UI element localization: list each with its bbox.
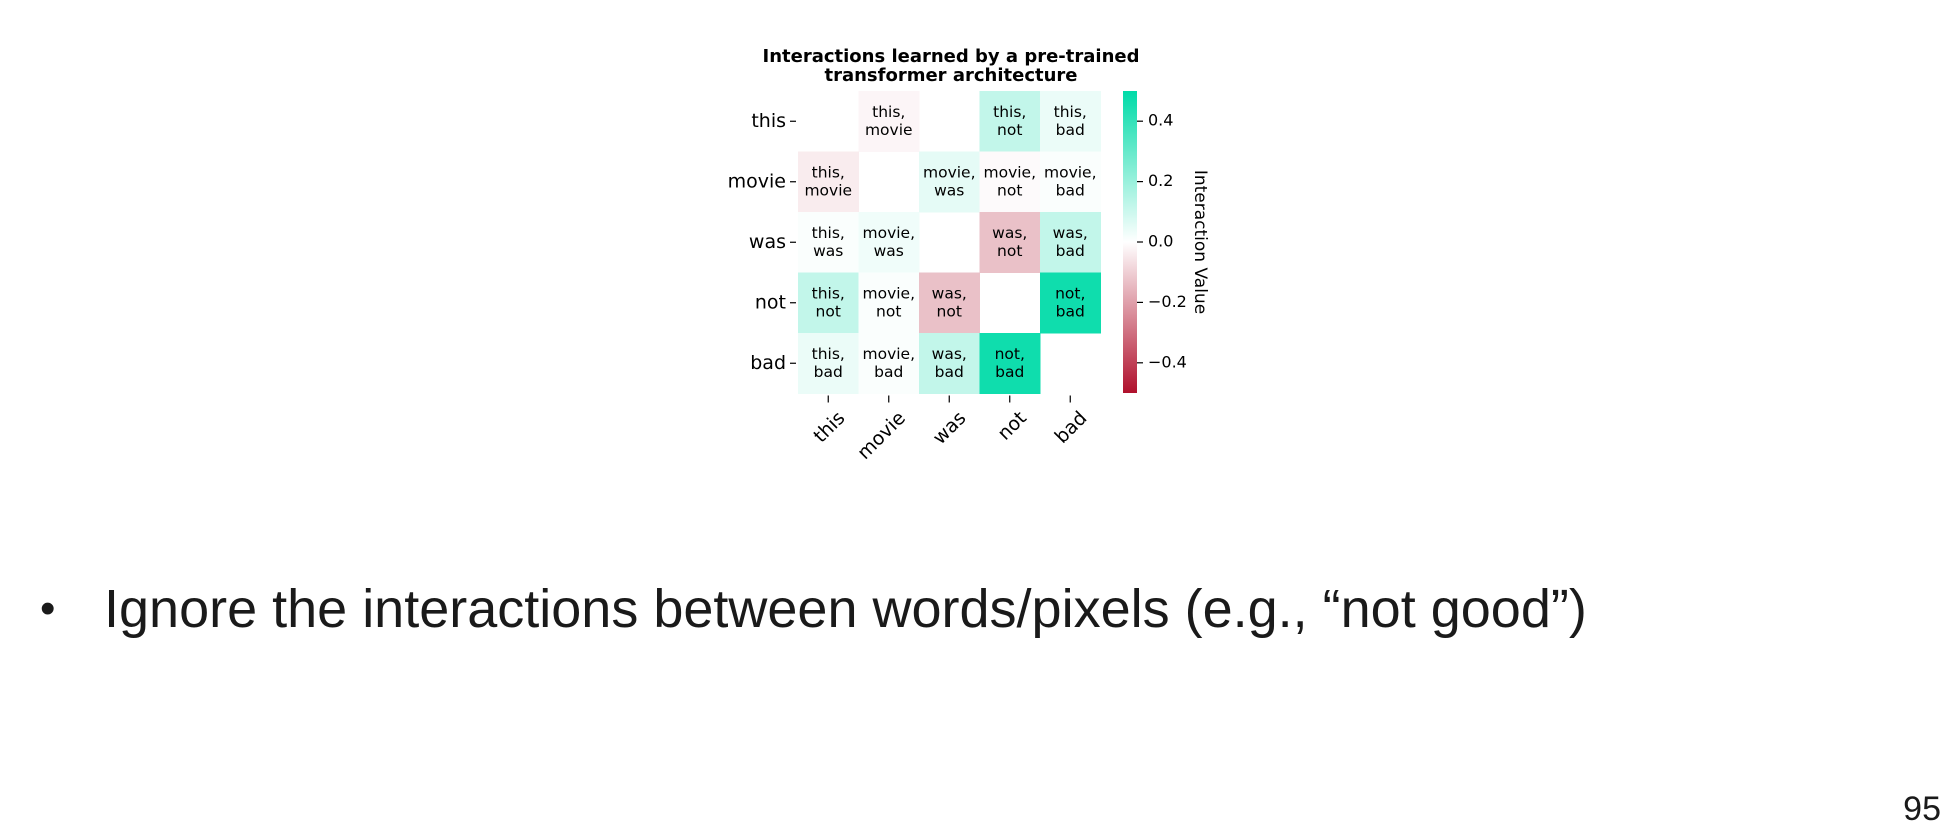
heatmap-cell-label: not [997,181,1022,199]
heatmap-cell [1040,272,1101,334]
colorbar-tick-label: −0.2 [1148,292,1187,311]
heatmap-cell [1040,212,1101,273]
heatmap-cell-label: not [997,121,1022,139]
heatmap-cell [858,212,920,273]
heatmap-cell [858,333,920,394]
heatmap-cell-label: movie, [1044,163,1097,181]
colorbar-label: Interaction Value [1190,170,1210,314]
heatmap-cell [979,333,1041,394]
row-tick-label: not [755,291,786,313]
heatmap-cell [979,91,1041,152]
heatmap-cell-label: this, [872,103,905,121]
page-number: 95 [1903,790,1941,828]
colorbar-tick-label: 0.2 [1148,171,1173,190]
heatmap-cell-label: bad [1056,181,1085,199]
heatmap-cell [919,333,980,394]
column-tick-label: not [993,407,1031,445]
heatmap-cell-label: this, [812,284,845,302]
colorbar-ticks: 0.4 0.2 0.0 −0.2 −0.4 [1137,111,1187,371]
heatmap-cell-label: not [997,242,1022,260]
heatmap-cell-label: this, [1054,103,1087,121]
heatmap-cell-label: not, [1055,284,1085,302]
heatmap-cell-label: this, [812,345,845,363]
row-tick-label: movie [728,170,786,192]
heatmap-cell [798,212,859,273]
heatmap-cell-label: this, [812,224,845,242]
row-tick-labels: this movie was not bad [728,110,796,374]
heatmap-cell-label: movie, [862,284,915,302]
heatmap-cell [798,272,859,334]
bullet-text: Ignore the interactions between words/pi… [104,579,1587,639]
colorbar-tick-label: 0.0 [1148,232,1173,251]
heatmap-cell [979,151,1041,213]
heatmap-cell-label: movie, [983,163,1036,181]
heatmap-cell-label: bad [1056,242,1085,260]
heatmap-cell [1040,151,1101,213]
bullet-point: • Ignore the interactions between words/… [40,578,1587,640]
column-tick-label: was [929,407,971,449]
column-tick-label: movie [853,407,910,464]
bullet-symbol: • [40,584,56,633]
heatmap-cell-label: this, [993,103,1026,121]
heatmap-cell [798,151,859,213]
heatmap-cell-label: movie, [923,163,976,181]
heatmap-cell-label: movie, [862,224,915,242]
heatmap-cell-label: this, [812,163,845,181]
heatmap-cell-label: bad [814,363,843,381]
heatmap-cell-label: was [874,242,904,260]
heatmap-cell-label: not [937,302,962,320]
row-tick-label: was [749,231,786,253]
heatmap-cell-label: bad [995,363,1024,381]
heatmap-cell-label: not, [995,345,1025,363]
heatmap-cell-label: bad [874,363,903,381]
heatmap-cell-label: bad [935,363,964,381]
column-tick-label: this [809,407,849,447]
heatmap-cell-label: was, [932,345,967,363]
heatmap-cell [919,151,980,213]
colorbar-tick-label: 0.4 [1148,111,1173,130]
heatmap-cell-label: movie [865,121,913,139]
heatmap-cell-label: not [876,302,901,320]
column-tick-label: bad [1051,407,1092,448]
row-tick-label: bad [750,352,786,374]
heatmap-cell-label: was, [1053,224,1088,242]
chart-title: Interactions learned by a pre-trainedtra… [763,46,1140,86]
chart-title-line: transformer architecture [824,65,1077,86]
heatmap-cell-label: was, [992,224,1027,242]
heatmap-cell [979,212,1041,273]
chart-title-line: Interactions learned by a pre-trained [763,46,1140,67]
heatmap-cell [1040,91,1101,152]
heatmap-cell-label: bad [1056,121,1085,139]
heatmap-cell-label: was [813,242,843,260]
colorbar-tick-label: −0.4 [1148,352,1187,371]
colorbar [1123,91,1137,393]
heatmap-cell [858,91,920,152]
heatmap-cell [858,272,920,334]
heatmap-cell [919,272,980,334]
interaction-heatmap: Interactions learned by a pre-trainedtra… [728,46,1210,464]
heatmap-cell-label: was, [932,284,967,302]
heatmap-cell [798,333,859,394]
heatmap-cell-label: movie, [862,345,915,363]
heatmap-cells: this,moviethis,notthis,badthis,moviemovi… [798,91,1101,394]
heatmap-cell-label: was [934,181,964,199]
column-tick-labels: this movie was not bad [809,395,1092,464]
heatmap-cell-label: not [816,302,841,320]
heatmap-cell-label: bad [1056,302,1085,320]
row-tick-label: this [751,110,786,132]
heatmap-cell-label: movie [804,181,852,199]
